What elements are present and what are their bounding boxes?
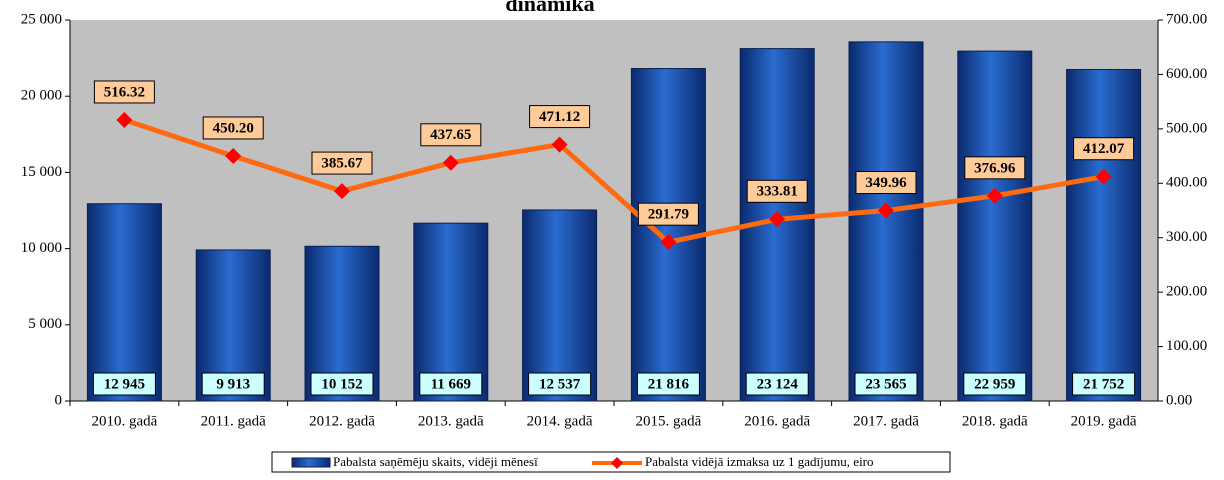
- marker: [225, 147, 242, 164]
- line-value-label: 385.67: [321, 156, 363, 172]
- line: [123, 117, 1105, 245]
- x-tick-label: 2016. gadā: [744, 413, 810, 429]
- bar: [1066, 68, 1142, 402]
- line-value-label: 291.79: [648, 207, 689, 223]
- bar-value-label: 9 913: [216, 376, 250, 392]
- bar-value-label: 10 152: [321, 376, 362, 392]
- marker: [878, 202, 894, 219]
- bar-value-label: 12 537: [539, 376, 581, 392]
- bar-label-box: [854, 372, 918, 396]
- y2-tick-label: 200.00: [1166, 284, 1207, 300]
- x-tick-label: 2013. gadā: [418, 413, 484, 429]
- marker: [116, 111, 133, 128]
- bar-label-box: [419, 372, 483, 396]
- y-tick-label: 0: [55, 392, 63, 408]
- x-tick-label: 2014. gadā: [527, 413, 593, 429]
- bar-label-box: [528, 372, 592, 396]
- marker: [442, 154, 459, 171]
- bar-label-box: [201, 372, 265, 396]
- line-label-box: [93, 80, 155, 104]
- line-label-box: [637, 202, 699, 226]
- y2-tick-label: 700.00: [1166, 11, 1207, 27]
- line-value-label: 376.96: [974, 160, 1016, 176]
- line-value-label: 412.07: [1083, 141, 1125, 157]
- line-label-box: [529, 105, 591, 129]
- bar-label-box: [745, 372, 809, 396]
- bar: [86, 203, 162, 402]
- y-tick-label: 25 000: [21, 11, 62, 27]
- line-label-box: [311, 151, 373, 175]
- y2-tick-label: 400.00: [1166, 175, 1207, 191]
- marker: [334, 183, 350, 200]
- line-value-label: 437.65: [430, 127, 471, 143]
- marker: [986, 187, 1003, 204]
- bar-value-label: 12 945: [104, 376, 145, 392]
- line-label-box: [855, 171, 917, 195]
- y2-tick-label: 0.00: [1166, 392, 1192, 408]
- bar-label-box: [636, 372, 700, 396]
- bar: [957, 50, 1033, 402]
- y2-tick-label: 100.00: [1166, 338, 1207, 354]
- bar-value-label: 11 669: [431, 376, 471, 392]
- legend-bar-icon: [291, 457, 331, 468]
- bar-value-label: 22 959: [974, 376, 1015, 392]
- y-tick-label: 10 000: [21, 240, 62, 256]
- legend-label: Pabalsta vidējā izmaksa uz 1 gadījumu, e…: [645, 454, 874, 469]
- line-label-box: [746, 179, 808, 203]
- line-value-label: 333.81: [757, 184, 798, 200]
- line-label-box: [1073, 137, 1135, 161]
- marker: [769, 211, 786, 228]
- x-tick-label: 2010. gadā: [91, 413, 157, 429]
- line-value-label: 450.20: [213, 120, 254, 136]
- bar: [848, 41, 924, 402]
- x-tick-label: 2015. gadā: [635, 413, 701, 429]
- marker: [660, 234, 677, 251]
- x-tick-label: 2017. gadā: [853, 413, 919, 429]
- line-label-box: [964, 156, 1026, 180]
- legend-marker-icon: [611, 457, 623, 469]
- bar: [413, 222, 489, 402]
- bar-value-label: 21 752: [1083, 376, 1124, 392]
- x-tick-label: 2012. gadā: [309, 413, 375, 429]
- y-tick-label: 5 000: [28, 316, 62, 332]
- y-tick-label: 20 000: [21, 88, 62, 104]
- bar-value-label: 23 565: [865, 376, 906, 392]
- bar-value-label: 23 124: [757, 376, 799, 392]
- y2-tick-label: 600.00: [1166, 66, 1207, 82]
- x-tick-label: 2011. gadā: [201, 413, 267, 429]
- bar-label-box: [92, 372, 156, 396]
- bar-value-label: 21 816: [648, 376, 690, 392]
- x-tick-label: 2019. gadā: [1071, 413, 1137, 429]
- line-label-box: [202, 116, 264, 140]
- bar: [522, 209, 598, 402]
- bar-label-box: [310, 372, 374, 396]
- y2-tick-label: 500.00: [1166, 120, 1207, 136]
- legend-label: Pabalsta saņēmēju skaits, vidēji mēnesī: [333, 454, 538, 469]
- y2-tick-label: 300.00: [1166, 229, 1207, 245]
- marker: [1095, 168, 1112, 185]
- bar-label-box: [963, 372, 1027, 396]
- marker: [551, 136, 568, 153]
- x-tick-label: 2018. gadā: [962, 413, 1028, 429]
- chart-title: dinamika: [505, 0, 594, 16]
- line-label-box: [420, 123, 482, 147]
- y-tick-label: 15 000: [21, 164, 62, 180]
- bar-label-box: [1072, 372, 1136, 396]
- line-value-label: 349.96: [865, 175, 907, 191]
- line-value-label: 516.32: [104, 84, 145, 100]
- line-value-label: 471.12: [539, 109, 580, 125]
